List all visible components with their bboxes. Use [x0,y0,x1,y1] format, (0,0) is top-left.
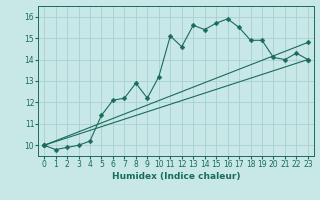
X-axis label: Humidex (Indice chaleur): Humidex (Indice chaleur) [112,172,240,181]
